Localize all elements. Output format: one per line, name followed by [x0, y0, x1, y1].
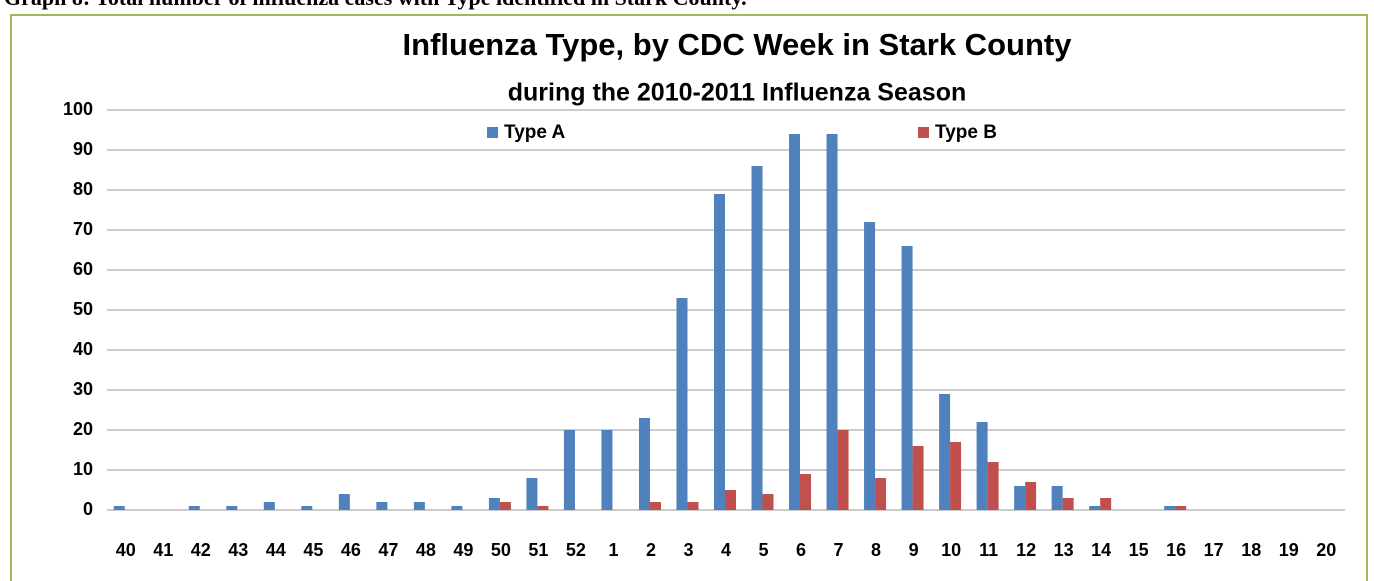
chart-frame	[10, 14, 1368, 581]
bar	[601, 430, 613, 510]
legend-swatch	[918, 127, 929, 138]
x-tick-label: 49	[453, 540, 473, 560]
bar	[987, 462, 999, 510]
bar	[950, 442, 962, 510]
bar	[687, 502, 699, 510]
bar	[226, 506, 238, 510]
x-tick-label: 41	[153, 540, 173, 560]
bar	[376, 502, 388, 510]
bar	[1051, 486, 1063, 510]
legend-swatch	[487, 127, 498, 138]
bar	[939, 394, 951, 510]
bar	[451, 506, 463, 510]
x-tick-label: 9	[909, 540, 919, 560]
bar	[976, 422, 988, 510]
x-tick-label: 43	[228, 540, 248, 560]
x-tick-label: 47	[378, 540, 398, 560]
y-tick-label: 30	[73, 379, 93, 399]
y-tick-label: 60	[73, 259, 93, 279]
bar	[762, 494, 774, 510]
y-tick-label: 20	[73, 419, 93, 439]
bar	[901, 246, 913, 510]
x-tick-label: 46	[341, 540, 361, 560]
x-tick-label: 52	[566, 540, 586, 560]
x-tick-label: 15	[1129, 540, 1149, 560]
y-tick-label: 100	[63, 99, 93, 119]
bar	[1100, 498, 1112, 510]
x-tick-label: 12	[1016, 540, 1036, 560]
bar	[1062, 498, 1074, 510]
x-tick-label: 19	[1279, 540, 1299, 560]
bar	[188, 506, 200, 510]
heading: Graph 8: Total number of influenza cases…	[4, 0, 747, 10]
bar	[638, 418, 650, 510]
chart-subtitle: during the 2010-2011 Influenza Season	[508, 79, 966, 107]
x-tick-label: 5	[759, 540, 769, 560]
x-tick-label: 10	[941, 540, 961, 560]
chart-title: Influenza Type, by CDC Week in Stark Cou…	[403, 27, 1073, 62]
x-tick-label: 44	[266, 540, 286, 560]
bar	[800, 474, 812, 510]
y-tick-label: 80	[73, 179, 93, 199]
x-tick-label: 13	[1054, 540, 1074, 560]
y-tick-label: 10	[73, 459, 93, 479]
bar	[338, 494, 350, 510]
bar	[751, 166, 763, 510]
x-tick-label: 45	[303, 540, 323, 560]
x-tick-label: 3	[683, 540, 693, 560]
x-tick-label: 17	[1204, 540, 1224, 560]
y-tick-label: 0	[83, 499, 93, 519]
x-tick-label: 7	[834, 540, 844, 560]
bar	[1025, 482, 1037, 510]
x-tick-label: 40	[116, 540, 136, 560]
bar	[826, 134, 838, 510]
bar	[1014, 486, 1026, 510]
x-tick-label: 50	[491, 540, 511, 560]
bar	[263, 502, 275, 510]
x-tick-label: 16	[1166, 540, 1186, 560]
bar	[1164, 506, 1176, 510]
bar	[526, 478, 538, 510]
bar	[912, 446, 924, 510]
bar	[864, 222, 876, 510]
bar	[301, 506, 313, 510]
x-tick-label: 42	[191, 540, 211, 560]
bar	[676, 298, 688, 510]
bar	[563, 430, 575, 510]
x-tick-label: 14	[1091, 540, 1111, 560]
y-tick-label: 40	[73, 339, 93, 359]
x-tick-label: 4	[721, 540, 731, 560]
bar	[875, 478, 887, 510]
bar	[499, 502, 511, 510]
y-tick-label: 90	[73, 139, 93, 159]
x-tick-label: 20	[1316, 540, 1336, 560]
x-tick-label: 6	[796, 540, 806, 560]
legend-label: Type B	[935, 122, 997, 143]
x-tick-label: 2	[646, 540, 656, 560]
bar	[1089, 506, 1101, 510]
bar	[837, 430, 849, 510]
bar	[537, 506, 549, 510]
bar	[714, 194, 725, 510]
bar	[725, 490, 736, 510]
x-tick-label: 48	[416, 540, 436, 560]
x-tick-label: 11	[979, 540, 998, 560]
bar	[789, 134, 801, 510]
bar	[113, 506, 125, 510]
x-tick-label: 1	[608, 540, 618, 560]
bar	[1175, 506, 1187, 510]
x-tick-label: 51	[528, 540, 548, 560]
bar	[488, 498, 500, 510]
y-tick-label: 70	[73, 219, 93, 239]
bar	[413, 502, 425, 510]
x-tick-label: 18	[1241, 540, 1261, 560]
legend-label: Type A	[504, 122, 566, 143]
x-tick-label: 8	[871, 540, 881, 560]
y-tick-label: 50	[73, 299, 93, 319]
bar	[649, 502, 661, 510]
